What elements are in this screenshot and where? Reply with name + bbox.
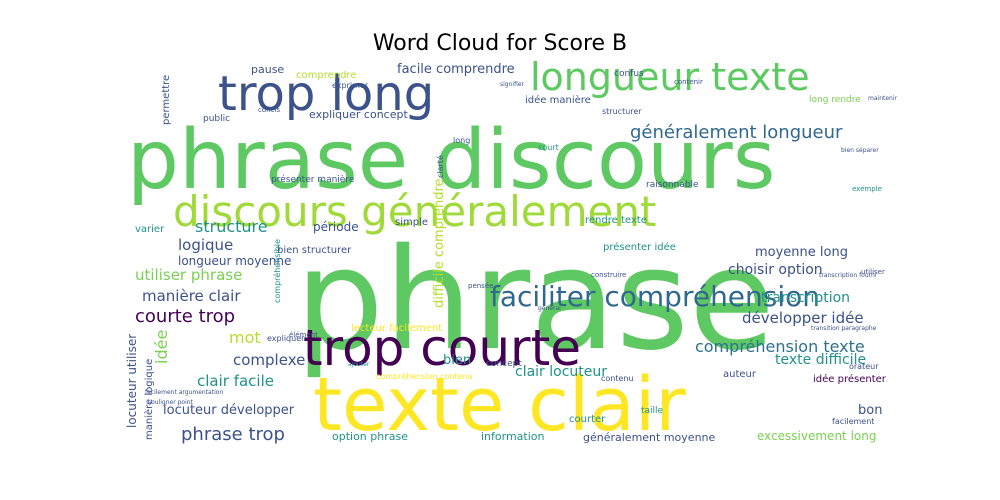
word-cloud-word: excessivement long [757, 429, 876, 443]
word-cloud-word: présenter idée [603, 241, 676, 253]
word-cloud-word: transition paragraphe [811, 325, 877, 332]
word-cloud-word: pause [251, 63, 284, 76]
word-cloud-word: simple [395, 217, 428, 228]
word-cloud-word: comprendre [296, 70, 356, 81]
word-cloud-word: locuteur utiliser [125, 334, 139, 428]
word-cloud-word: idée présenter [813, 373, 887, 385]
word-cloud-word: bien structurer [277, 245, 352, 256]
word-cloud-word: généralement longueur [630, 122, 843, 143]
word-cloud-word: moyenne long [755, 245, 848, 260]
word-cloud-word: facilement [832, 417, 874, 426]
chart-title: Word Cloud for Score B [372, 31, 628, 56]
word-cloud-word: signifier [500, 81, 525, 88]
word-cloud-word: exprimer [332, 81, 369, 90]
word-cloud-word: idée [152, 330, 171, 364]
word-cloud-word: exemple [852, 185, 882, 193]
word-cloud-word: orateur [849, 362, 879, 371]
word-cloud-word: concept [486, 359, 522, 369]
word-cloud-word: auteur [723, 369, 757, 380]
word-cloud-word: transcription fourni [819, 272, 877, 279]
word-cloud-word: locuteur développer [163, 403, 295, 418]
word-cloud-word: expliquer concept [309, 108, 408, 121]
word-cloud-word: permettre [161, 75, 172, 125]
word-cloud-word: manière logique [143, 359, 155, 440]
word-cloud-word: ajouter [348, 361, 370, 368]
word-cloud-word: contenir [674, 78, 703, 86]
word-cloud-word: courter [569, 414, 606, 425]
word-cloud-word: période [313, 220, 359, 234]
word-cloud-word: texte clair [313, 362, 686, 448]
word-cloud-word: utiliser [861, 268, 885, 276]
word-cloud-word: phrase trop [181, 424, 285, 445]
word-cloud-word: trop long [218, 66, 434, 122]
word-cloud-word: compréhension contenu [376, 371, 473, 381]
word-cloud-word: longueur texte [530, 60, 810, 99]
word-cloud-word: facile comprendre [397, 62, 515, 77]
word-cloud-word: clair locuteur [515, 364, 607, 380]
word-cloud-word: phrase discours [127, 113, 775, 208]
word-cloud-word: choisir option [728, 262, 823, 278]
word-cloud-word: complexe [233, 351, 305, 369]
word-cloud-word: phrase [295, 219, 775, 382]
word-cloud-word: clair facile [197, 372, 274, 390]
word-cloud-word: expliquer [267, 334, 305, 343]
word-cloud-word: contenu [601, 374, 634, 383]
word-cloud-word: développer idée [742, 309, 864, 327]
word-cloud-word: structurer [602, 107, 642, 116]
word-cloud-word: court [538, 143, 559, 152]
word-cloud-word: pensée [468, 282, 493, 290]
word-cloud-word: information [481, 430, 545, 443]
word-cloud-word: long rendre [809, 95, 861, 105]
word-cloud-word: concis [258, 106, 280, 114]
word-cloud-word: taille [641, 406, 664, 416]
word-cloud-word: maintenir [868, 95, 898, 102]
word-cloud-word: raisonnable [646, 180, 699, 190]
word-cloud-word: varier [135, 224, 165, 235]
word-cloud-word: construire [591, 271, 626, 279]
word-cloud-word: difficile comprendre [432, 178, 447, 308]
word-cloud-word: généralement moyenne [583, 431, 716, 444]
word-cloud-word: structure [195, 217, 268, 236]
word-cloud-word: élément [289, 331, 318, 339]
word-cloud-word: confus [614, 69, 644, 79]
word-cloud-word: utiliser phrase [135, 266, 242, 284]
word-cloud-word: long [453, 136, 470, 145]
word-cloud-word: bien [443, 353, 471, 368]
word-cloud-word: discours généralement [173, 187, 656, 236]
word-cloud-word: option phrase [332, 430, 408, 443]
word-cloud-word: transcription [761, 290, 850, 306]
word-cloud-word: longueur moyenne [178, 254, 291, 268]
word-cloud-word: compréhension texte [695, 337, 865, 356]
word-cloud-word: faciliter compréhension [490, 280, 820, 313]
word-cloud-word: idée manière [525, 94, 591, 106]
word-cloud-word: compréhensible [272, 239, 282, 303]
word-cloud-word: présenter manière [271, 174, 355, 185]
word-cloud-word: souligner point [148, 399, 194, 406]
word-cloud-word: trop courte [303, 319, 581, 377]
word-cloud-word: bon [858, 403, 882, 418]
word-cloud-word: général [538, 305, 561, 312]
word-cloud-word: mot [229, 328, 261, 347]
word-cloud-word: courte trop [135, 306, 235, 327]
word-cloud-word: lecteur facilement [351, 323, 442, 334]
word-cloud-word: bien séparer [841, 147, 879, 154]
word-cloud-word: facilement argumentation [145, 389, 223, 396]
word-cloud-word: logique [178, 236, 233, 254]
word-cloud-word: rendre texte [585, 215, 647, 226]
word-cloud-word: public [203, 114, 230, 124]
word-cloud-word: texte difficile [775, 352, 866, 368]
word-cloud-word: manière clair [142, 287, 241, 305]
word-cloud-word: clarté [435, 155, 445, 178]
